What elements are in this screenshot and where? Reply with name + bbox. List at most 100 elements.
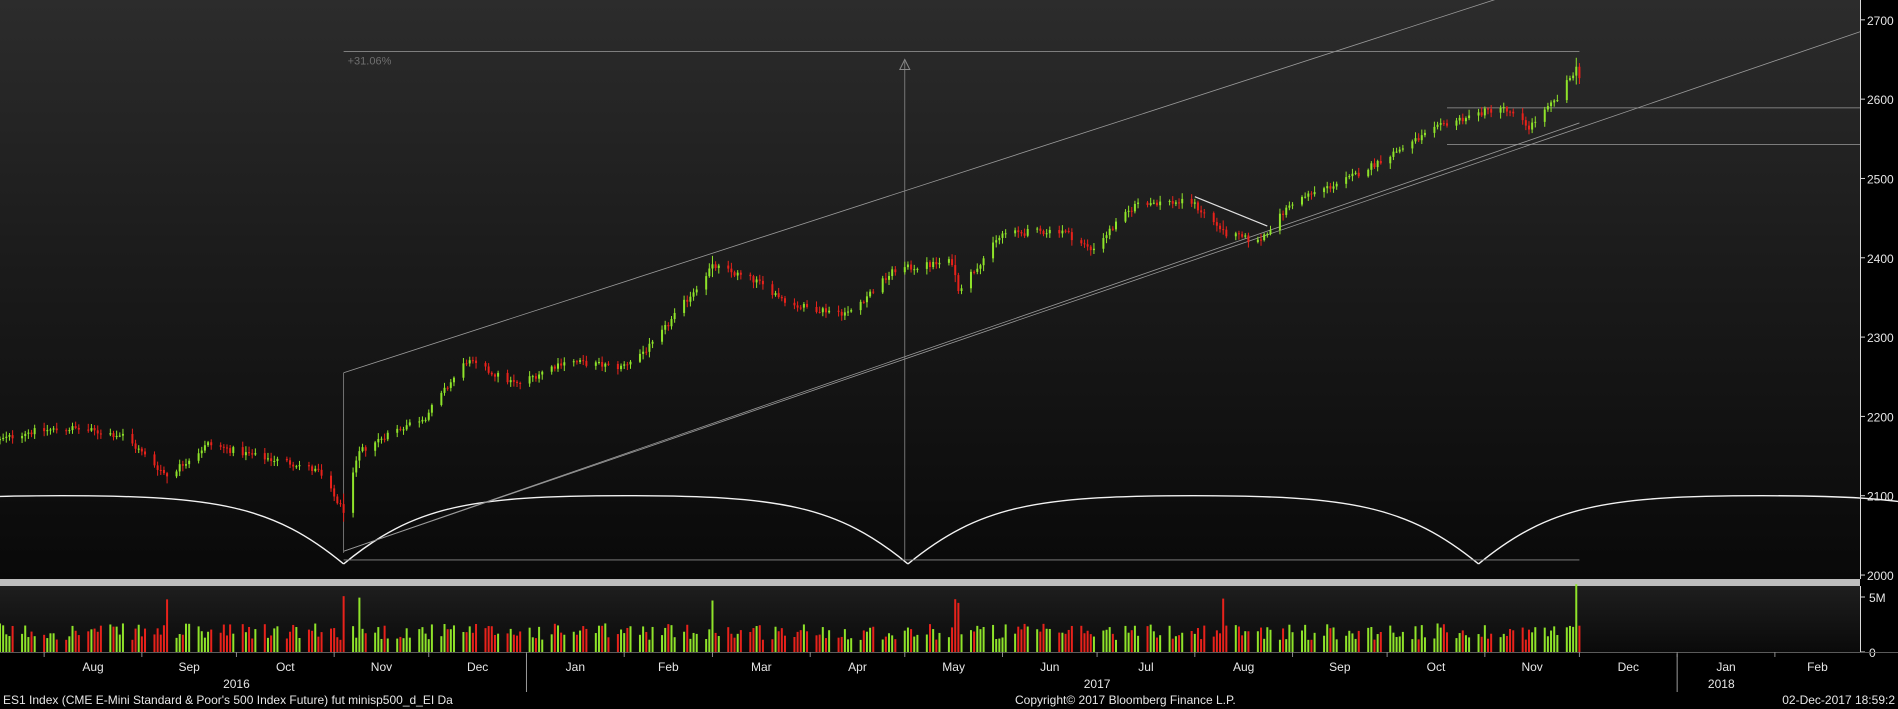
candle-body [118, 435, 121, 437]
volume-bar [982, 627, 985, 652]
volume-bar [493, 634, 496, 652]
volume-bar [210, 629, 213, 652]
volume-bar [1247, 631, 1250, 652]
candle-body [733, 272, 736, 276]
volume-bar [884, 636, 887, 652]
candle-body [916, 268, 919, 270]
candle-body [109, 433, 112, 435]
volume-bar [471, 632, 474, 652]
volume-bar [531, 637, 534, 652]
candle-body [616, 363, 619, 370]
panel-separator[interactable] [0, 579, 1898, 586]
volume-bar [8, 636, 11, 652]
volume-bar [717, 636, 720, 652]
volume-bar [1285, 639, 1288, 652]
candle-body [254, 453, 257, 455]
volume-bar [225, 635, 228, 652]
candle-body [925, 262, 928, 269]
volume-bar [330, 628, 333, 652]
volume-bar [140, 636, 143, 652]
candle-body [541, 371, 544, 375]
volume-bar [175, 637, 178, 652]
volume-bar [594, 633, 597, 652]
volume-bar [333, 628, 336, 652]
month-label: Jul [1138, 660, 1153, 674]
candle-body [648, 343, 651, 352]
volume-bar [121, 623, 124, 652]
candle-body [159, 469, 162, 471]
volume-bar [355, 637, 358, 652]
candle-body [1001, 233, 1004, 238]
candle-body [298, 465, 301, 467]
volume-bar [374, 632, 377, 652]
volume-bar [604, 623, 607, 652]
candle-body [1442, 123, 1445, 125]
volume-bar [623, 633, 626, 652]
volume-bar [821, 627, 824, 652]
candle-body [251, 453, 254, 455]
candle-body [74, 426, 77, 428]
volume-bar [115, 626, 118, 652]
volume-bar [1070, 625, 1073, 652]
candle-body [96, 430, 99, 434]
candle-body [708, 268, 711, 277]
candle-body [1351, 173, 1354, 177]
candle-body [579, 360, 582, 362]
volume-bar [969, 630, 972, 652]
volume-bar [1067, 629, 1070, 652]
month-label: Aug [82, 660, 103, 674]
year-label: 2018 [1708, 677, 1735, 691]
volume-bar [248, 626, 251, 652]
volume-bar [560, 632, 563, 652]
candle-body [818, 311, 821, 313]
volume-bar [1278, 639, 1281, 652]
volume-bar [87, 631, 90, 652]
candle-body [1222, 229, 1225, 231]
candle-body [1256, 239, 1259, 243]
candle-body [957, 275, 960, 292]
volume-bar [358, 597, 361, 652]
volume-bar [575, 634, 578, 652]
candle-body [188, 460, 191, 465]
volume-bar [1433, 638, 1436, 652]
trendline-extension [343, 31, 1861, 552]
volume-bar [1042, 623, 1045, 652]
candle-body [421, 419, 424, 422]
candle-body [153, 454, 156, 466]
volume-bar [534, 638, 537, 652]
right-axis-background [1860, 0, 1898, 652]
candle-body [1130, 210, 1133, 212]
candle-body [1505, 107, 1508, 112]
candle-body [427, 412, 430, 420]
volume-bar [837, 637, 840, 652]
candle-body [1247, 235, 1250, 243]
volume-bar [52, 633, 55, 652]
volume-bar [758, 625, 761, 652]
candle-body [175, 471, 178, 477]
volume-bar [802, 624, 805, 652]
candle-body [1401, 148, 1404, 150]
candle-body [1502, 107, 1505, 109]
candle-body [1196, 202, 1199, 211]
candle-body [881, 278, 884, 293]
trend-channel: +31.06% [343, 0, 1861, 561]
volume-bar [916, 634, 919, 652]
volume-bar [1370, 627, 1373, 652]
candle-body [607, 363, 610, 365]
volume-bar [730, 633, 733, 652]
candle-body [162, 469, 165, 474]
cycle-arcs [0, 495, 1898, 565]
volume-bar [1020, 629, 1023, 652]
candle-body [1288, 205, 1291, 208]
candle-body [1310, 193, 1313, 195]
volume-bar [1468, 637, 1471, 652]
volume-bar [648, 639, 651, 652]
volume-bar [1102, 630, 1105, 652]
candle-body [1487, 108, 1489, 110]
candle-body [1379, 160, 1382, 164]
volume-bar [1351, 633, 1354, 652]
volume-bar [519, 631, 522, 652]
volume-bar [181, 634, 184, 652]
candle-body [424, 419, 427, 421]
